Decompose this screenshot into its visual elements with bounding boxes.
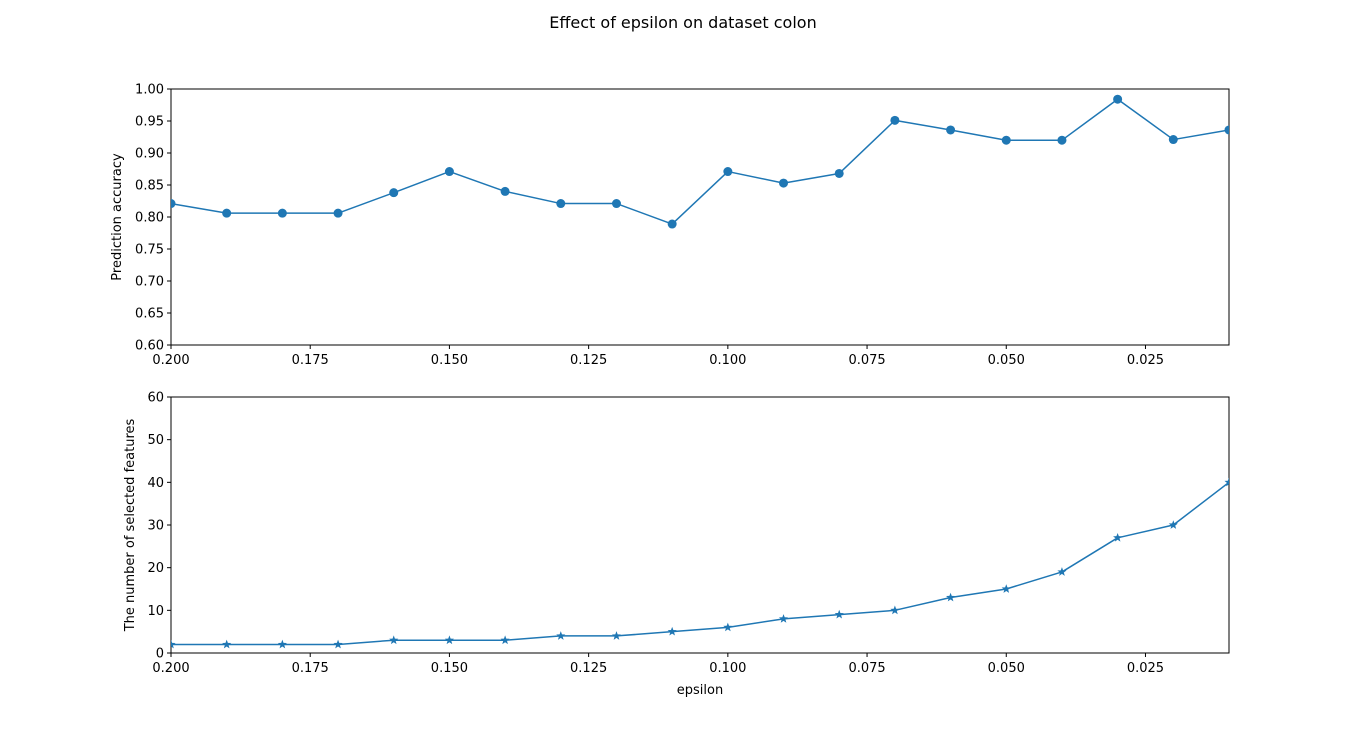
features-y-tick-label: 40 [147,476,164,491]
features-x-axis-label: epsilon [677,683,723,698]
accuracy-data-point [1057,135,1067,145]
features-data-point [500,635,510,645]
features-y-tick-label: 50 [147,433,164,448]
accuracy-chart: 0.200 0.175 0.150 0.125 0.100 0.075 0.050 0.025… [110,83,1230,368]
features-data-point [1224,477,1229,487]
accuracy-data-point [723,167,733,177]
accuracy-data-point [1168,135,1178,145]
features-y-tick-label: 0 [156,647,164,662]
accuracy-x-tick-label: 0.150 [431,353,468,368]
accuracy-data-point [1001,135,1011,145]
accuracy-x-tick-label: 0.175 [292,353,329,368]
accuracy-data-point [667,219,677,229]
features-x-tick-label: 0.100 [709,661,746,676]
features-y-tick-label: 30 [147,519,164,534]
features-y-axis-label: The number of selected features [123,418,138,632]
accuracy-data-point [890,115,900,125]
features-x-tick-label: 0.050 [988,661,1025,676]
accuracy-x-tick-label: 0.100 [709,353,746,368]
accuracy-data-point [444,167,454,177]
features-data-point [946,592,956,602]
accuracy-series-line [171,98,1229,225]
features-x-tick-label: 0.150 [431,661,468,676]
accuracy-y-tick-label: 1.00 [135,83,164,98]
features-data-point [1168,520,1178,529]
accuracy-data-point [500,186,510,196]
accuracy-data-point [611,199,621,209]
accuracy-x-tick-label: 0.050 [988,353,1025,368]
features-x-tick-label: 0.025 [1127,661,1164,676]
features-data-point [1057,567,1067,576]
accuracy-y-tick-label: 0.60 [135,339,164,354]
accuracy-data-point [1224,125,1229,135]
features-data-point [778,614,789,623]
accuracy-x-tick-label: 0.025 [1127,353,1164,368]
features-data-point [277,639,287,649]
features-series [171,477,1229,649]
feature-count-chart: 0.200 0.175 0.150 0.125 0.100 0.075 0.050 0.025… [123,391,1230,698]
accuracy-y-tick-label: 0.65 [135,307,164,322]
accuracy-data-point [222,208,232,218]
figure-title: Effect of epsilon on dataset colon [549,13,816,32]
features-data-point [834,609,844,619]
accuracy-x-tick-label: 0.125 [570,353,607,368]
features-data-point [667,626,677,636]
accuracy-x-tick-label: 0.200 [152,353,189,368]
accuracy-data-point [171,199,176,209]
accuracy-data-point [834,168,844,178]
accuracy-data-point [946,125,956,135]
accuracy-series [171,94,1229,229]
accuracy-y-tick-label: 0.85 [135,179,164,194]
features-data-point [890,605,900,615]
features-data-point [1001,584,1011,593]
features-y-tick-label: 10 [147,604,164,619]
accuracy-data-point [333,208,343,218]
accuracy-y-axis-label: Prediction accuracy [110,153,125,281]
features-data-point [222,639,232,649]
features-data-point [1113,533,1123,542]
features-data-point [723,622,733,632]
features-y-tick-label: 60 [147,391,164,406]
features-series-line [171,481,1229,646]
features-data-point [171,639,176,649]
features-x-tick-label: 0.075 [848,661,885,676]
features-data-point [611,631,622,640]
features-x-tick-label: 0.175 [292,661,329,676]
accuracy-data-point [779,178,789,188]
features-x-tick-label: 0.200 [152,661,189,676]
accuracy-data-point [556,199,566,209]
features-x-tick-label: 0.125 [570,661,607,676]
accuracy-y-tick-label: 0.80 [135,211,164,226]
features-data-point [556,631,566,640]
accuracy-data-point [277,208,287,218]
accuracy-y-tick-label: 0.90 [135,147,164,162]
accuracy-y-tick-label: 0.95 [135,115,164,130]
features-data-point [333,639,343,649]
features-y-tick-label: 20 [147,561,164,576]
features-data-point [389,635,399,645]
features-data-point [444,635,454,645]
accuracy-data-point [1113,94,1123,104]
accuracy-y-tick-label: 0.75 [135,243,164,258]
accuracy-data-point [389,188,399,198]
accuracy-y-tick-label: 0.70 [135,275,164,290]
accuracy-x-tick-label: 0.075 [848,353,885,368]
